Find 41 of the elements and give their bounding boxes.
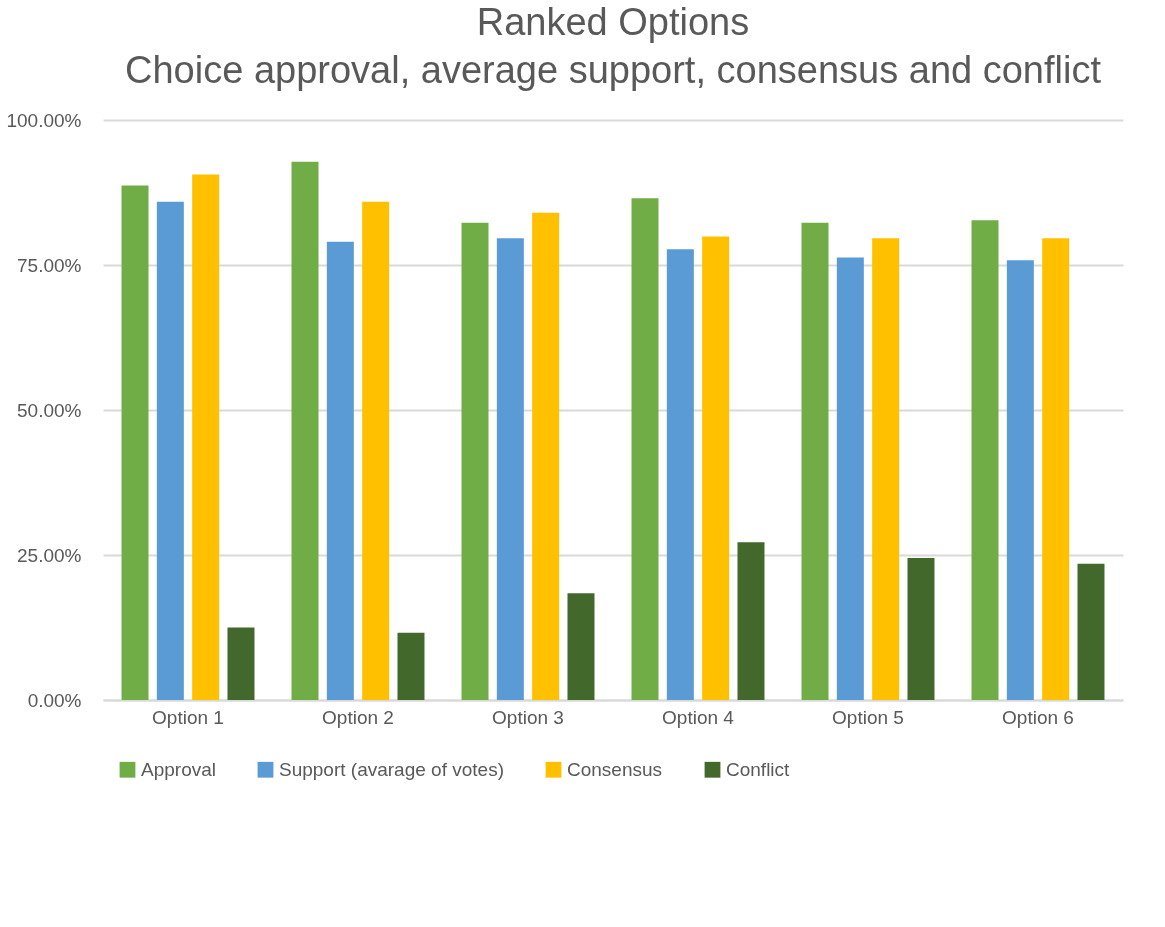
bar: [461, 222, 489, 700]
bar: [291, 161, 319, 700]
bar: [631, 198, 659, 700]
bar: [326, 241, 354, 700]
bar: [362, 201, 390, 700]
y-tick-label: 75.00%: [17, 254, 82, 276]
bar: [702, 236, 730, 700]
y-tick-label: 50.00%: [17, 399, 82, 421]
bar: [532, 212, 560, 700]
bar: [496, 238, 524, 700]
legend-label: Conflict: [726, 758, 791, 780]
x-tick-label: Option 5: [832, 706, 904, 728]
bar: [1042, 238, 1070, 700]
bar: [666, 249, 694, 700]
y-tick-label: 0.00%: [27, 689, 82, 711]
bar: [872, 238, 900, 700]
bar: [836, 257, 864, 700]
bar: [907, 557, 935, 700]
y-tick-label: 25.00%: [17, 544, 82, 566]
x-tick-label: Option 2: [322, 706, 394, 728]
x-tick-label: Option 1: [152, 706, 224, 728]
x-tick-label: Option 6: [1002, 706, 1074, 728]
chart-subtitle: Choice approval, average support, consensus and conflict: [125, 49, 1102, 91]
legend-label: Consensus: [567, 758, 663, 780]
bar: [1006, 260, 1034, 700]
bar: [971, 220, 999, 700]
x-tick-label: Option 4: [662, 706, 735, 728]
chart-title: Ranked Options: [476, 1, 750, 43]
bar: [1077, 563, 1105, 700]
x-tick-label: Option 3: [492, 706, 564, 728]
legend-label: Approval: [141, 758, 216, 780]
bar: [192, 174, 220, 700]
legend-label: Support (avarage of votes): [279, 758, 504, 780]
bar: [121, 185, 149, 700]
bar: [397, 632, 425, 700]
bar: [737, 542, 765, 700]
bar: [227, 627, 255, 700]
bar: [801, 222, 829, 700]
bar: [567, 593, 595, 700]
y-tick-label: 100.00%: [6, 109, 82, 131]
bar: [156, 201, 184, 700]
